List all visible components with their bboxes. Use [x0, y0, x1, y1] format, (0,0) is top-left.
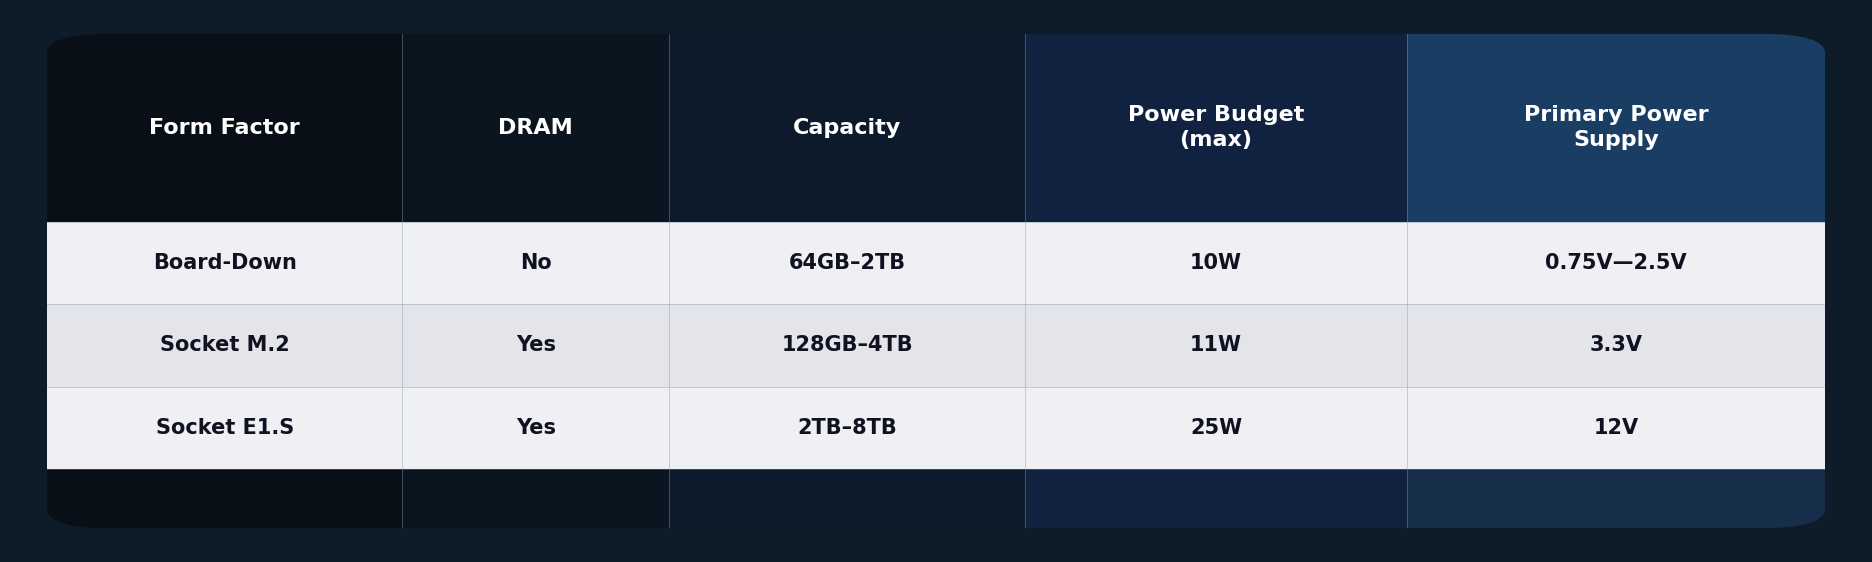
- Text: Primary Power
Supply: Primary Power Supply: [1524, 105, 1709, 151]
- FancyBboxPatch shape: [19, 25, 1853, 537]
- Bar: [47, 469, 402, 528]
- Text: No: No: [520, 253, 552, 273]
- Text: 10W: 10W: [1191, 253, 1243, 273]
- Bar: [402, 469, 670, 528]
- Text: Capacity: Capacity: [794, 117, 900, 138]
- Text: 64GB–2TB: 64GB–2TB: [788, 253, 906, 273]
- Text: Socket E1.S: Socket E1.S: [155, 418, 294, 438]
- Text: 12V: 12V: [1593, 418, 1638, 438]
- Bar: [47, 34, 402, 221]
- Bar: [402, 34, 670, 221]
- Bar: [47, 304, 1825, 387]
- Text: Yes: Yes: [517, 418, 556, 438]
- Bar: [47, 387, 1825, 469]
- Bar: [1026, 469, 1408, 528]
- Text: Power Budget
(max): Power Budget (max): [1129, 105, 1305, 151]
- Bar: [1026, 34, 1408, 221]
- Bar: [670, 34, 1026, 221]
- Bar: [1408, 469, 1825, 528]
- Text: Board-Down: Board-Down: [154, 253, 296, 273]
- Text: 128GB–4TB: 128GB–4TB: [781, 336, 914, 355]
- Bar: [47, 221, 1825, 304]
- Text: Socket M.2: Socket M.2: [159, 336, 290, 355]
- Bar: [670, 469, 1026, 528]
- Text: 2TB–8TB: 2TB–8TB: [797, 418, 897, 438]
- Text: Form Factor: Form Factor: [150, 117, 300, 138]
- Text: 25W: 25W: [1191, 418, 1243, 438]
- Bar: [1408, 34, 1825, 221]
- Text: 3.3V: 3.3V: [1589, 336, 1644, 355]
- Text: 0.75V—2.5V: 0.75V—2.5V: [1546, 253, 1687, 273]
- Text: DRAM: DRAM: [498, 117, 573, 138]
- Text: 11W: 11W: [1191, 336, 1243, 355]
- Text: Yes: Yes: [517, 336, 556, 355]
